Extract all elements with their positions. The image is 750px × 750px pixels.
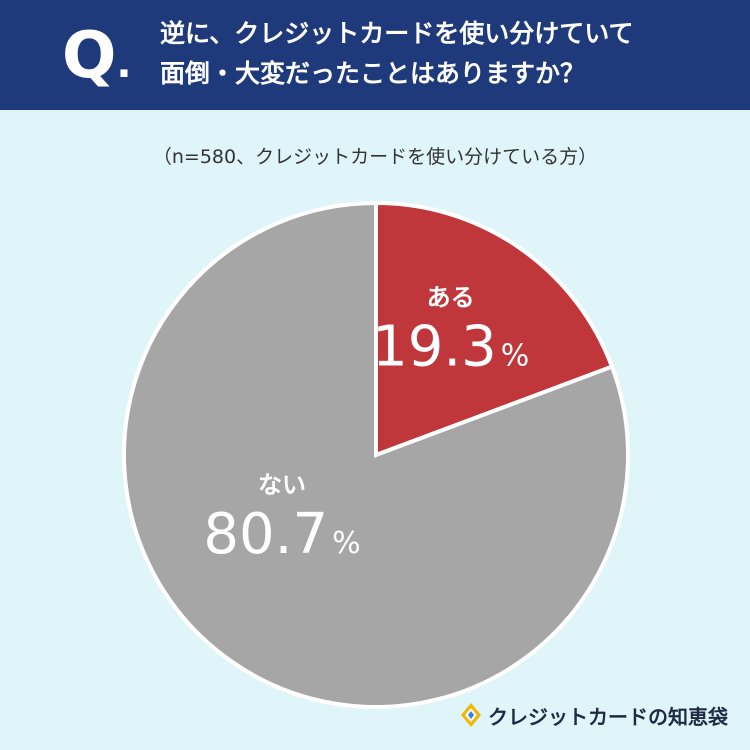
question-line-2: 面倒・大変だったことはありますか？ — [160, 59, 586, 88]
q-letter: Q — [62, 19, 117, 93]
sample-note: （n=580、クレジットカードを使い分けている方） — [152, 146, 598, 168]
question-line-1: 逆に、クレジットカードを使い分けていて — [160, 19, 634, 48]
brand-name: クレジットカードの知恵袋 — [488, 704, 728, 729]
slice-label-value-1: 19.3% — [372, 314, 529, 379]
diamond-logo-icon — [461, 703, 481, 727]
q-dot: . — [116, 41, 132, 87]
slice-value-unit-2: % — [332, 526, 361, 561]
slice-value-number-2: 80.7 — [203, 502, 328, 567]
slice-value-number-1: 19.3 — [372, 314, 497, 379]
brand-logo: クレジットカードの知恵袋 — [460, 698, 728, 732]
slice-label-name-2: ない — [258, 471, 306, 499]
slice-label-value-2: 80.7% — [203, 502, 360, 567]
question-header: Q. 逆に、クレジットカードを使い分けていて 面倒・大変だったことはありますか？ — [0, 0, 750, 110]
q-mark: Q. — [62, 18, 132, 94]
slice-label-name-1: ある — [427, 283, 475, 311]
pie-labels: ある 19.3 % ない 80.7% — [203, 283, 529, 567]
pie-slices — [122, 200, 630, 709]
pie-slice-2 — [122, 200, 630, 709]
pie-slice-1 — [374, 200, 615, 458]
slice-value-unit-1: % — [501, 338, 530, 373]
question-text: 逆に、クレジットカードを使い分けていて 面倒・大変だったことはありますか？ — [160, 14, 740, 94]
